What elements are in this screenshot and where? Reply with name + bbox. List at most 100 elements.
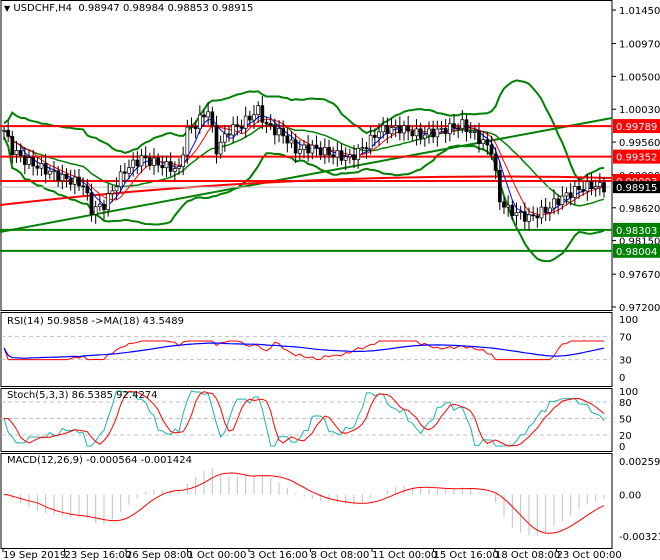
candle-body <box>68 178 73 185</box>
candle-body <box>293 139 298 154</box>
time-tick-label: 26 Sep 08:00 <box>126 550 193 560</box>
candle-body <box>447 123 452 135</box>
candle-body <box>114 186 119 192</box>
candle-body <box>93 206 98 215</box>
candle-body <box>256 105 261 116</box>
candle-body <box>185 126 190 156</box>
candle-body <box>397 125 402 134</box>
candle-body <box>585 181 590 192</box>
candle-body <box>147 157 152 166</box>
candle-body <box>389 127 394 135</box>
price-tick-label: 0.97200 <box>619 303 660 314</box>
candle-body <box>206 111 211 118</box>
rsi-ma-line <box>3 342 605 359</box>
candle-body <box>218 141 223 155</box>
candle-body <box>160 164 165 169</box>
stoch-tick-label: 20 <box>619 431 632 442</box>
candle-body <box>306 144 311 154</box>
time-tick-label: 19 Sep 2019 <box>3 550 66 560</box>
candle-body <box>235 124 240 127</box>
level-badge <box>613 119 660 134</box>
candle-body <box>385 124 390 135</box>
candle-body <box>427 128 431 136</box>
candle-body <box>110 190 115 195</box>
candle-body <box>27 157 31 165</box>
candle-body <box>272 125 277 136</box>
price-tick-label: 1.00500 <box>619 72 660 83</box>
price-tick-label: 0.98150 <box>619 237 660 248</box>
candle-body <box>543 206 548 213</box>
price-tick-label: 1.00970 <box>619 40 660 51</box>
level-badge <box>613 222 660 237</box>
candle-body <box>531 214 536 217</box>
candle-body <box>356 147 361 161</box>
candle-body <box>343 156 348 161</box>
candle-body <box>43 163 48 175</box>
candle-body <box>452 123 456 129</box>
candle-body <box>368 134 373 150</box>
candle-body <box>364 147 369 150</box>
price-tick-label: 0.98620 <box>619 204 660 215</box>
candle-body <box>122 171 127 174</box>
candle-body <box>143 155 148 159</box>
candle-body <box>468 131 473 133</box>
candle-body <box>564 192 569 197</box>
candle-body <box>197 114 202 130</box>
rsi-line <box>3 340 604 361</box>
candle-body <box>339 150 344 161</box>
candle-body <box>335 150 340 158</box>
candle-body <box>310 144 315 154</box>
candle-body <box>47 170 52 175</box>
candle-body <box>318 147 323 156</box>
bollinger-upper <box>3 79 605 181</box>
time-tick-label: 8 Oct 08:00 <box>311 550 370 560</box>
candle-body <box>22 155 27 165</box>
current-price-badge <box>613 181 660 194</box>
candle-body <box>135 159 140 167</box>
panel-frame-2 <box>0 388 613 452</box>
candle-body <box>472 131 477 133</box>
candle-body <box>222 133 227 143</box>
macd-label: MACD(12,26,9) -0.000564 -0.001424 <box>7 455 192 466</box>
price-tick-label: 1.01450 <box>619 6 660 17</box>
candle-body <box>193 126 198 130</box>
candle-body <box>31 157 36 167</box>
candle-body <box>393 125 398 128</box>
candle-body <box>514 212 519 216</box>
candle-body <box>243 115 248 129</box>
rsi-label: RSI(14) 50.9858 ->MA(18) 43.5489 <box>7 316 184 327</box>
stoch-main-line <box>3 390 605 447</box>
candle-body <box>481 139 486 144</box>
candle-body <box>418 128 423 139</box>
candle-body <box>581 189 586 192</box>
candle-body <box>172 168 177 172</box>
time-tick-label: 23 Sep 16:00 <box>65 550 132 560</box>
level-badge <box>613 243 660 258</box>
time-tick-label: 18 Oct 08:00 <box>495 550 560 560</box>
candle-body <box>506 204 511 208</box>
time-tick-label: 15 Oct 16:00 <box>434 550 499 560</box>
candle-body <box>435 128 440 138</box>
candle-body <box>64 173 69 180</box>
candle-body <box>264 121 269 124</box>
candle-body <box>52 170 56 173</box>
candle-body <box>502 201 506 208</box>
rsi-tick-label: 100 <box>619 315 638 326</box>
level-label: 0.99789 <box>616 122 657 133</box>
high-value: 0.98984 <box>122 3 165 14</box>
candle-body <box>156 157 161 166</box>
candle-body <box>239 126 244 129</box>
time-tick-label: 23 Oct 00:00 <box>557 550 622 560</box>
candle-body <box>102 203 106 211</box>
candle-body <box>443 127 448 135</box>
candle-body <box>331 154 336 158</box>
macd-tick-label: 0.00 <box>619 490 641 501</box>
bollinger-lower <box>3 136 605 263</box>
panel-frame-3 <box>0 453 613 549</box>
price-tick-label: 0.99560 <box>619 138 660 149</box>
candle-body <box>77 176 81 187</box>
candle-body <box>168 161 173 172</box>
dropdown-triangle-icon[interactable]: ▼ <box>4 4 11 13</box>
